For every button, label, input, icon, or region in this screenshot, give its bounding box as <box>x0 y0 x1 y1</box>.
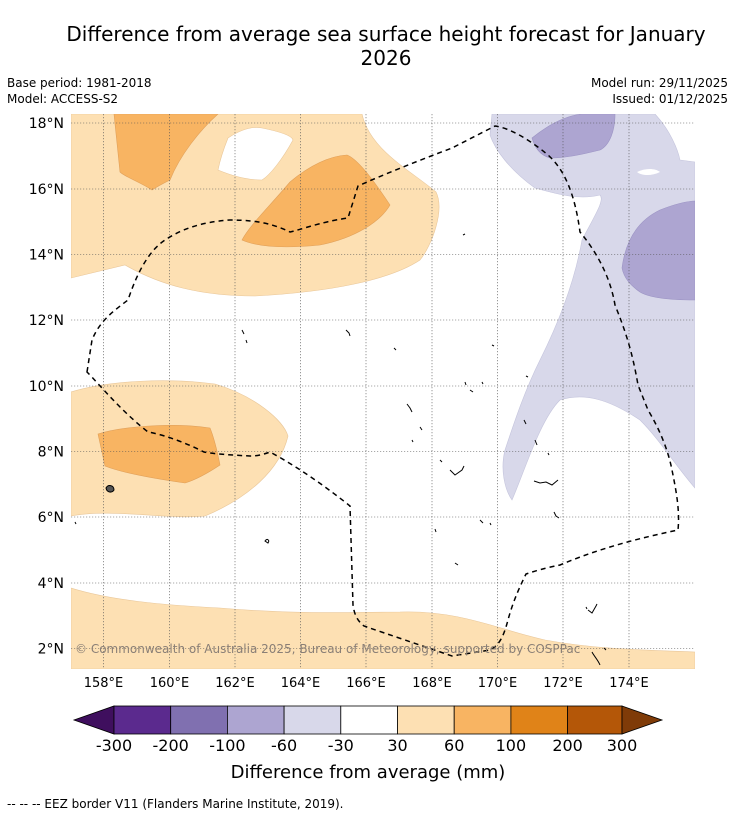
anomaly-neg30-neg60-fleck <box>637 169 660 175</box>
lat-label: 2°N <box>38 642 64 658</box>
colorbar-tick-label: -200 <box>153 736 189 755</box>
lon-label: 158°E <box>84 676 124 691</box>
base-period: Base period: 1981-2018 <box>7 76 152 90</box>
colorbar-tick-label: 30 <box>387 736 407 755</box>
colorbar <box>72 705 664 735</box>
lat-label: 4°N <box>38 576 64 592</box>
lat-label: 12°N <box>29 313 64 329</box>
anomaly-60-100-northwest <box>113 114 219 191</box>
colorbar-segment <box>170 705 228 735</box>
lon-label: 174°E <box>609 676 649 691</box>
lon-label: 160°E <box>150 676 190 691</box>
lat-label: 6°N <box>38 510 64 526</box>
model-run: Model run: 29/11/2025 <box>590 76 728 90</box>
colorbar-segment <box>453 705 512 735</box>
colorbar-segment <box>567 705 623 735</box>
issued-date: Issued: 01/12/2025 <box>612 92 728 106</box>
lat-label: 10°N <box>29 379 64 395</box>
colorbar-tick-label: -60 <box>271 736 297 755</box>
anomaly-neg30-neg60-east <box>489 114 695 501</box>
colorbar-ticks: -300 -200 -100 -60 -30 30 60 100 200 300 <box>96 736 637 755</box>
longitude-labels: 158°E 160°E 162°E 164°E 166°E 168°E 170°… <box>84 676 649 691</box>
island-outlines <box>74 233 607 666</box>
anomaly-60-100-central <box>241 154 391 248</box>
lat-label: 16°N <box>29 182 64 198</box>
colorbar-segment <box>113 705 172 735</box>
neutral-patch-north <box>217 127 294 181</box>
metadata-left: Base period: 1981-2018 Model: ACCESS-S2 <box>7 75 152 107</box>
colorbar-tick-label: 60 <box>444 736 464 755</box>
colorbar-segment <box>510 705 568 735</box>
colorbar-segment <box>283 705 342 735</box>
anomaly-60-100-west <box>97 425 221 484</box>
metadata-right: Model run: 29/11/2025 Issued: 01/12/2025 <box>591 75 728 107</box>
anomaly-neg60-neg100-northeast <box>531 114 616 159</box>
lon-label: 164°E <box>281 676 321 691</box>
lat-label: 8°N <box>38 445 64 461</box>
eez-border <box>86 125 680 657</box>
colorbar-segment <box>226 705 285 735</box>
colorbar-tick-label: 300 <box>607 736 638 755</box>
lon-label: 170°E <box>478 676 518 691</box>
lon-label: 172°E <box>543 676 583 691</box>
colorbar-tick-label: 200 <box>552 736 583 755</box>
colorbar-tick-label: -100 <box>209 736 245 755</box>
colorbar-segment <box>397 705 455 735</box>
colorbar-tick-label: -300 <box>96 736 132 755</box>
colorbar-extend-low <box>72 705 115 735</box>
lat-label: 18°N <box>29 116 64 132</box>
map-panel <box>71 114 695 669</box>
colorbar-extend-high <box>621 705 664 735</box>
map-title: Difference from average sea surface heig… <box>66 22 706 70</box>
lon-label: 168°E <box>412 676 452 691</box>
latitude-labels: 18°N 16°N 14°N 12°N 10°N 8°N 6°N 4°N 2°N <box>29 116 64 658</box>
eez-footnote: -- -- -- EEZ border V11 (Flanders Marine… <box>7 797 344 811</box>
colorbar-tick-label: 100 <box>496 736 527 755</box>
colorbar-tick-label: -30 <box>328 736 354 755</box>
colorbar-title: Difference from average (mm) <box>231 762 506 783</box>
anomaly-neg60-neg100-east <box>621 200 695 301</box>
graticule <box>71 114 695 669</box>
lon-label: 162°E <box>215 676 255 691</box>
model-name: Model: ACCESS-S2 <box>7 92 119 106</box>
copyright-notice: © Commonwealth of Australia 2025, Bureau… <box>75 642 580 656</box>
colorbar-segment <box>340 705 398 735</box>
lat-label: 14°N <box>29 248 64 264</box>
lon-label: 166°E <box>346 676 386 691</box>
